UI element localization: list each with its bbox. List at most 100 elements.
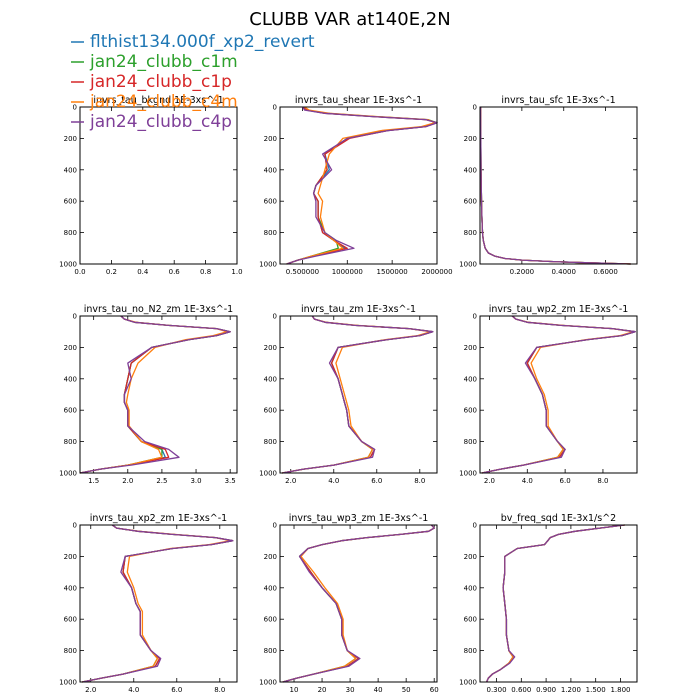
- x-tick-label: 10: [290, 686, 299, 694]
- plot-frame: [279, 315, 438, 474]
- x-tick-label: 0.6000: [593, 268, 618, 276]
- y-tick-label: 200: [64, 553, 77, 561]
- y-tick-label: 800: [64, 647, 77, 655]
- y-tick-label: 600: [64, 616, 77, 624]
- x-tick-label: 0.4000: [551, 268, 576, 276]
- series-line-4: [282, 315, 432, 474]
- chart-panel-4: invrs_tau_no_N2_zm 1E-3xs^-1 0 200 400 600 80…: [59, 304, 238, 485]
- y-tick-label: 600: [264, 198, 277, 206]
- x-tick-label: 8.0: [597, 477, 608, 485]
- y-tick-label: 0: [273, 313, 277, 321]
- y-tick-label: 600: [264, 616, 277, 624]
- y-tick-label: 200: [264, 344, 277, 352]
- x-tick-label: 2.0: [85, 686, 96, 694]
- x-tick-label: 8.0: [414, 477, 425, 485]
- y-tick-label: 800: [464, 647, 477, 655]
- x-tick-label: 4.0: [128, 686, 139, 694]
- x-tick-label: 2000000: [421, 268, 452, 276]
- series-line-1: [286, 106, 438, 265]
- y-tick-label: 200: [64, 344, 77, 352]
- panel-title: bv_freq_sqd 1E-3x1/s^2: [501, 513, 616, 524]
- series-line-3: [282, 524, 435, 683]
- series-line-1: [486, 524, 625, 683]
- x-tick-label: 2.0: [122, 477, 133, 485]
- y-tick-label: 800: [464, 229, 477, 237]
- y-tick-label: 200: [464, 135, 477, 143]
- panel-title: invrs_tau_no_N2_zm 1E-3xs^-1: [84, 304, 233, 315]
- y-tick-label: 600: [464, 616, 477, 624]
- y-tick-label: 0: [73, 104, 77, 112]
- x-tick-label: 2.0: [285, 477, 296, 485]
- y-tick-label: 200: [64, 135, 77, 143]
- panel-title: invrs_tau_xp2_zm 1E-3xs^-1: [90, 513, 227, 524]
- legend-entry-4: jan24_clubb_c4m: [89, 92, 238, 112]
- series-line-3: [486, 524, 625, 683]
- series-line-1: [479, 106, 631, 265]
- series-line-3: [479, 106, 631, 265]
- y-tick-label: 400: [64, 166, 77, 174]
- x-tick-label: 0.2000: [510, 268, 535, 276]
- y-tick-label: 1000: [459, 679, 477, 687]
- series-line-4: [479, 106, 631, 265]
- y-tick-label: 1000: [259, 470, 277, 478]
- series-line-5: [481, 315, 636, 474]
- chart-panel-7: invrs_tau_xp2_zm 1E-3xs^-1 0 200 400 600 800 1…: [59, 513, 238, 694]
- x-tick-label: 0.2: [106, 268, 117, 276]
- series-line-2: [282, 315, 434, 474]
- y-tick-label: 200: [464, 344, 477, 352]
- plot-frame: [279, 106, 438, 265]
- y-tick-label: 0: [473, 522, 477, 530]
- series-line-2: [479, 106, 631, 265]
- x-tick-label: 2.0: [484, 477, 495, 485]
- series-line-4: [286, 106, 436, 265]
- y-tick-label: 400: [264, 584, 277, 592]
- chart-panel-2: invrs_tau_shear 1E-3xs^-1 0 200 400 600 800 10…: [259, 95, 452, 276]
- y-tick-label: 400: [264, 166, 277, 174]
- x-tick-label: 6.0: [560, 477, 571, 485]
- x-tick-label: 1.800: [610, 686, 630, 694]
- x-tick-label: 0.0: [74, 268, 85, 276]
- y-tick-label: 0: [273, 104, 277, 112]
- chart-panel-6: invrs_tau_wp2_zm 1E-3xs^-1 0 200 400 600 800 1…: [459, 304, 638, 485]
- plot-frame: [79, 315, 238, 474]
- x-tick-label: 2.5: [156, 477, 167, 485]
- x-tick-label: 0.300: [487, 686, 507, 694]
- series-line-1: [481, 315, 636, 474]
- y-tick-label: 200: [264, 553, 277, 561]
- series-line-5: [282, 524, 435, 683]
- chart-panel-5: invrs_tau_zm 1E-3xs^-1 0 200 400 600 800 1000 2…: [259, 304, 438, 485]
- x-tick-label: 0.500000: [286, 268, 319, 276]
- plot-frame: [479, 106, 638, 265]
- x-tick-label: 1.0: [231, 268, 242, 276]
- panel-title: invrs_tau_wp3_zm 1E-3xs^-1: [289, 513, 429, 524]
- y-tick-label: 0: [73, 522, 77, 530]
- chart-panel-9: bv_freq_sqd 1E-3x1/s^2 0 200 400 600 800 1000 0…: [459, 513, 638, 694]
- y-tick-label: 800: [464, 438, 477, 446]
- x-tick-label: 3.5: [225, 477, 236, 485]
- plot-frame: [79, 524, 238, 683]
- y-tick-label: 1000: [259, 261, 277, 269]
- series-line-1: [79, 315, 231, 474]
- x-tick-label: 6.0: [371, 477, 382, 485]
- series-line-5: [286, 106, 438, 265]
- series-line-1: [282, 315, 434, 474]
- plot-frame: [79, 106, 238, 265]
- y-tick-label: 800: [64, 438, 77, 446]
- y-tick-label: 600: [264, 407, 277, 415]
- series-line-4: [486, 524, 625, 683]
- y-tick-label: 400: [464, 584, 477, 592]
- x-tick-label: 50: [402, 686, 411, 694]
- series-line-5: [82, 524, 234, 683]
- chart-panel-8: invrs_tau_wp3_zm 1E-3xs^-1 0 200 400 600 800 1…: [259, 513, 438, 694]
- y-tick-label: 0: [273, 522, 277, 530]
- y-tick-label: 800: [264, 229, 277, 237]
- y-tick-label: 400: [64, 375, 77, 383]
- x-tick-label: 4.0: [522, 477, 533, 485]
- x-tick-label: 0.900: [536, 686, 556, 694]
- y-tick-label: 1000: [459, 261, 477, 269]
- x-tick-label: 8.0: [214, 686, 225, 694]
- y-tick-label: 800: [64, 229, 77, 237]
- x-tick-label: 30: [346, 686, 355, 694]
- y-tick-label: 200: [264, 135, 277, 143]
- x-tick-label: 0.4: [137, 268, 149, 276]
